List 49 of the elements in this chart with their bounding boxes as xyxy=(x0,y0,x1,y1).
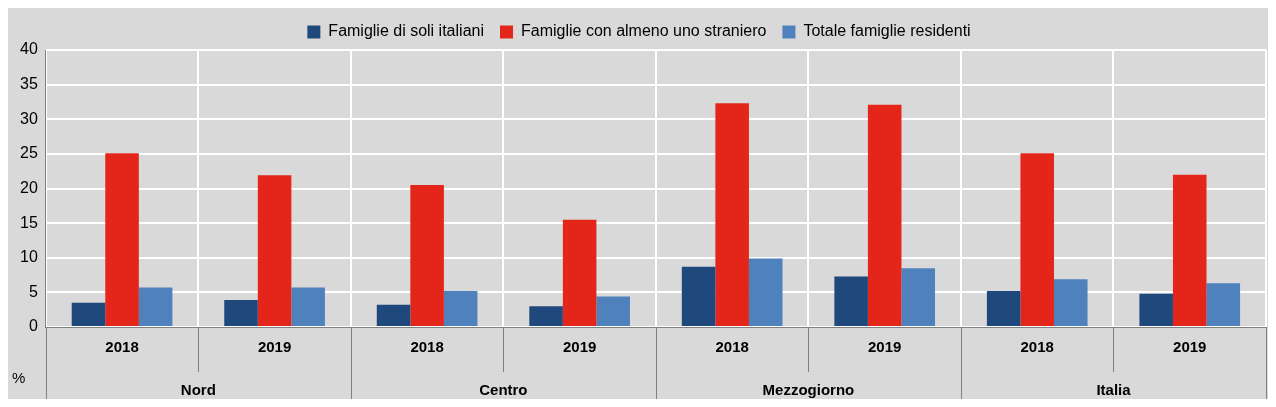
legend-label: Famiglie con almeno uno straniero xyxy=(520,22,767,40)
bar xyxy=(529,306,563,326)
bar xyxy=(71,302,106,326)
x-tick-label: 2018 xyxy=(105,338,139,356)
bar xyxy=(715,103,749,326)
text: Italia xyxy=(1096,381,1132,399)
y-tick-label: 25 xyxy=(20,144,38,162)
x-tick-label: 2019 xyxy=(562,338,597,356)
bar xyxy=(834,276,868,326)
bar xyxy=(257,175,292,326)
bar xyxy=(748,258,783,326)
bar xyxy=(1206,283,1241,326)
bar xyxy=(1020,153,1054,326)
y-tick-label: 35 xyxy=(20,75,38,93)
bar xyxy=(562,219,597,326)
bar xyxy=(224,299,258,326)
bar xyxy=(1139,293,1173,326)
bar xyxy=(105,153,139,326)
text: Mezzogiorno xyxy=(762,381,855,399)
y-tick-label: 15 xyxy=(20,213,38,231)
y-axis-title: % xyxy=(12,369,26,387)
legend-label: Totale famiglie residenti xyxy=(803,22,971,40)
legend-label: Famiglie di soli italiani xyxy=(328,22,484,40)
bar xyxy=(410,185,444,326)
x-tick-label: 2018 xyxy=(1020,338,1054,356)
y-tick-label: 40 xyxy=(20,40,38,58)
x-tick-label: 2018 xyxy=(410,338,444,356)
x-tick-label: 2018 xyxy=(715,338,749,356)
bar xyxy=(138,287,173,326)
bar xyxy=(1172,174,1207,326)
text: Nord xyxy=(180,381,216,399)
x-tick-label: 2019 xyxy=(257,338,292,356)
text: Centro xyxy=(479,381,528,399)
bar xyxy=(901,268,936,326)
bar xyxy=(681,266,716,326)
y-tick-label: 30 xyxy=(20,109,38,127)
x-tick-label: 2019 xyxy=(868,338,902,356)
x-tick-label: 2019 xyxy=(1173,338,1207,356)
bar xyxy=(867,104,902,326)
y-tick-label: 10 xyxy=(20,248,38,266)
bar xyxy=(1053,279,1088,326)
bar xyxy=(443,290,478,326)
bar xyxy=(376,304,411,326)
y-tick-label: 5 xyxy=(28,282,38,300)
bar xyxy=(291,287,325,326)
y-tick-label: 20 xyxy=(20,178,38,196)
bar xyxy=(596,296,630,326)
bar xyxy=(986,290,1021,326)
y-tick-label: 0 xyxy=(28,317,38,335)
